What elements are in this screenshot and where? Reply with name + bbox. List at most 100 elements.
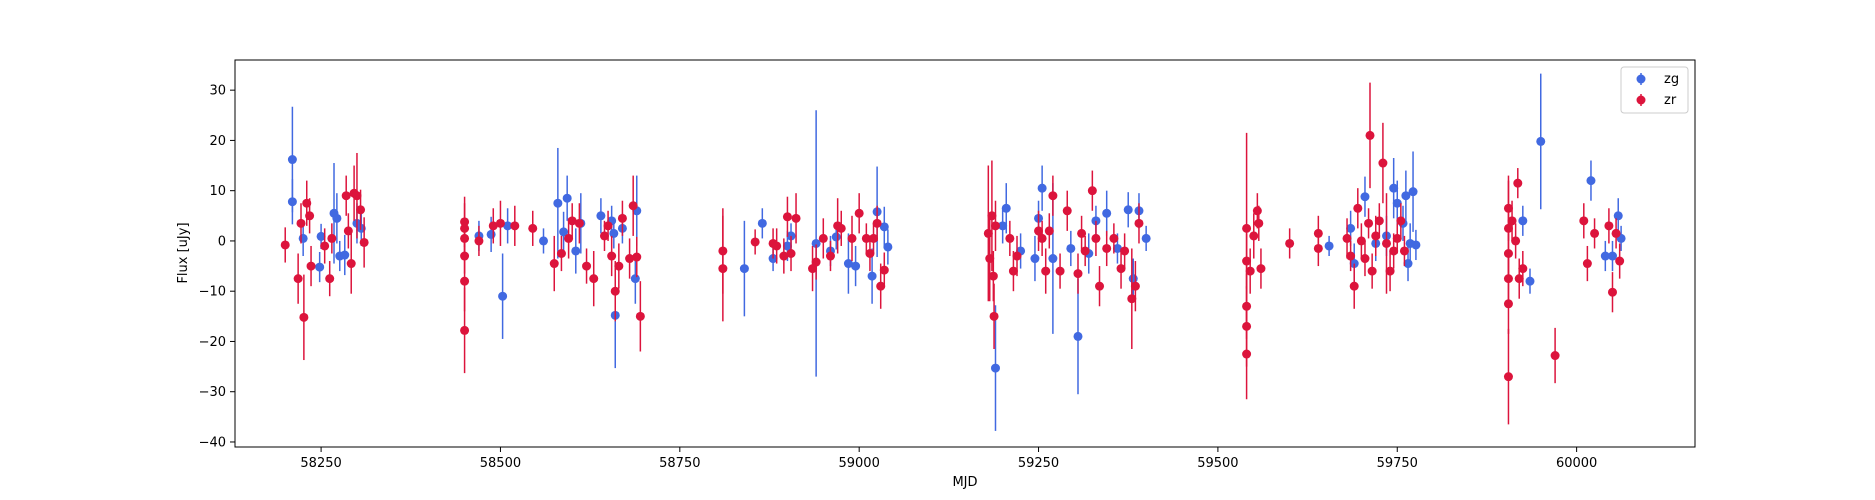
data-point-zg: [1586, 176, 1596, 186]
data-point-zr: [750, 237, 760, 247]
data-point-zr: [1579, 216, 1589, 226]
y-tick-label: −10: [199, 285, 226, 300]
data-point-zg: [1401, 191, 1411, 201]
data-point-zr: [983, 228, 993, 238]
data-point-zr: [1120, 246, 1130, 256]
data-point-zr: [1353, 203, 1363, 213]
data-point-zr: [1511, 236, 1521, 246]
data-point-zr: [818, 233, 828, 243]
data-point-zg: [316, 231, 326, 241]
data-point-zr: [460, 217, 470, 227]
data-point-zr: [1615, 256, 1625, 266]
data-point-zr: [320, 241, 330, 251]
data-point-zr: [564, 233, 574, 243]
data-point-zg: [1037, 183, 1047, 193]
data-point-zr: [488, 221, 498, 231]
data-point-zg: [831, 232, 841, 242]
x-tick-label: 59500: [1197, 456, 1238, 471]
data-point-zr: [879, 265, 889, 275]
x-tick-label: 60000: [1556, 456, 1597, 471]
y-tick-label: 0: [218, 234, 226, 249]
data-point-zr: [617, 213, 627, 223]
data-point-zr: [1102, 243, 1112, 253]
plot-area: [235, 60, 1695, 447]
data-point-zr: [625, 254, 635, 264]
data-point-zr: [293, 274, 303, 284]
data-point-zr: [460, 325, 470, 335]
y-tick-label: −20: [199, 335, 226, 350]
data-point-zr: [1254, 218, 1264, 228]
legend-zg-marker: [1636, 74, 1646, 84]
data-point-zr: [1091, 233, 1101, 243]
data-point-zr: [825, 251, 835, 261]
data-point-zr: [865, 249, 875, 258]
data-point-zr: [847, 233, 857, 243]
data-point-zr: [1005, 233, 1015, 243]
data-point-zr: [628, 201, 638, 211]
data-point-zr: [1095, 281, 1105, 291]
legend-zr-marker: [1636, 95, 1646, 105]
data-point-zg: [1123, 205, 1133, 215]
y-tick-label: −30: [199, 385, 226, 400]
data-point-zr: [610, 286, 620, 296]
y-tick-label: −40: [199, 435, 226, 450]
x-tick-label: 59000: [838, 456, 879, 471]
data-point-zr: [1134, 218, 1144, 228]
data-point-zg: [609, 228, 619, 238]
data-point-zr: [1582, 259, 1592, 269]
data-point-zr: [1080, 246, 1090, 256]
data-point-zr: [1044, 226, 1054, 236]
data-point-zr: [1590, 228, 1600, 238]
data-point-zr: [1604, 221, 1614, 231]
data-point-zr: [589, 274, 599, 284]
data-point-zr: [1012, 251, 1022, 261]
data-point-zr: [599, 231, 609, 241]
series-layer: [280, 73, 1626, 431]
data-point-zr: [1550, 351, 1560, 361]
legend-zg-label: zg: [1664, 72, 1679, 87]
y-axis-label: Flux [uJy]: [176, 222, 191, 283]
data-point-zr: [352, 191, 362, 201]
data-point-zr: [1364, 218, 1374, 228]
data-point-zg: [811, 238, 821, 248]
data-point-zr: [872, 218, 882, 228]
data-point-zg: [1613, 211, 1623, 221]
data-point-zr: [1365, 130, 1375, 140]
data-point-zr: [1611, 228, 1621, 238]
data-point-zr: [1399, 246, 1409, 256]
data-point-zg: [1525, 276, 1535, 286]
data-point-zg: [562, 193, 572, 203]
data-point-zg: [1102, 208, 1112, 218]
data-point-zr: [1346, 251, 1356, 261]
data-point-zr: [1130, 281, 1140, 291]
data-point-zg: [1112, 243, 1122, 253]
data-point-zg: [883, 242, 893, 252]
data-point-zg: [287, 197, 297, 207]
data-point-zg: [990, 363, 1000, 373]
data-point-zr: [1378, 158, 1388, 168]
data-point-zg: [1324, 241, 1334, 251]
data-point-zr: [607, 251, 617, 261]
data-point-zr: [343, 226, 353, 236]
data-point-zr: [549, 259, 559, 269]
data-point-zg: [1408, 187, 1418, 197]
data-point-zg: [486, 229, 496, 239]
x-tick-label: 59250: [1018, 456, 1059, 471]
data-point-zr: [1396, 216, 1406, 226]
data-point-zr: [635, 311, 645, 321]
data-point-zr: [836, 223, 846, 233]
x-tick-label: 58250: [300, 456, 341, 471]
data-point-zr: [528, 223, 538, 233]
data-point-zr: [614, 261, 624, 271]
data-point-zg: [739, 264, 749, 274]
data-point-zr: [779, 251, 789, 261]
data-point-zr: [1109, 233, 1119, 243]
data-point-zg: [757, 218, 767, 228]
data-point-zr: [356, 205, 366, 215]
x-tick-label: 59750: [1377, 456, 1418, 471]
data-point-zr: [1513, 178, 1523, 188]
data-point-zr: [989, 311, 999, 321]
data-point-zr: [1313, 228, 1323, 238]
data-point-zr: [341, 191, 351, 201]
